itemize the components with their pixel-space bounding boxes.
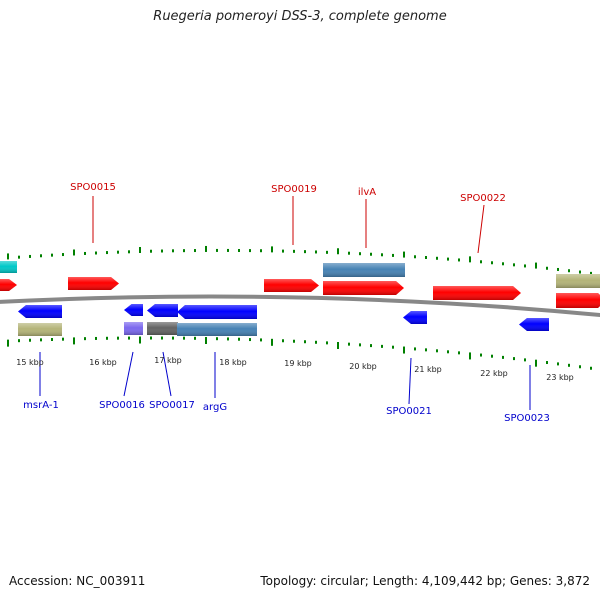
forward-gene-arrow [68, 277, 119, 290]
gene-features [0, 261, 600, 336]
scale-labels: 15 kbp 16 kbp 17 kbp 18 kbp 19 kbp 20 kbp 21 k… [16, 356, 574, 382]
gene-label-bottom: SPO0021 [386, 406, 432, 417]
gene-label-top: SPO0019 [271, 184, 317, 195]
map-title: Ruegeria pomeroyi DSS-3, complete genome [153, 9, 447, 24]
reverse-gene-arrow [147, 304, 178, 317]
scale-label: 18 kbp [219, 358, 247, 367]
top-tick-row [7, 245, 592, 275]
scale-label: 22 kbp [480, 369, 508, 378]
forward-gene-arrow [323, 281, 404, 295]
label-leader-lines [39, 196, 531, 410]
feature-block [18, 323, 62, 336]
feature-block [124, 322, 143, 335]
forward-gene-arrow [264, 279, 319, 292]
reverse-gene-arrow [18, 305, 62, 318]
scale-label: 19 kbp [284, 359, 312, 368]
bottom-tick-row [7, 336, 592, 370]
forward-gene-arrow [556, 293, 600, 308]
scale-label: 15 kbp [16, 358, 44, 367]
gene-label-bottom: argG [203, 402, 227, 413]
gene-label-top: SPO0015 [70, 182, 116, 193]
scale-label: 20 kbp [349, 362, 377, 371]
feature-block [0, 261, 17, 273]
accession-text: Accession: NC_003911 [9, 574, 146, 588]
reverse-gene-arrow [403, 311, 427, 324]
reverse-gene-arrow [177, 305, 257, 319]
genome-backbone [0, 294, 600, 318]
scale-label: 17 kbp [154, 356, 182, 365]
reverse-gene-arrow [124, 304, 143, 316]
scale-label: 21 kbp [414, 365, 442, 374]
leader-line [123, 351, 134, 397]
feature-block [147, 322, 178, 335]
leader-line [408, 357, 412, 405]
feature-block [323, 263, 405, 277]
forward-gene-arrow [0, 279, 17, 291]
gene-labels: SPO0015 SPO0019 ilvA SPO0022 msrA-1 SPO0016 SP… [23, 182, 550, 424]
forward-gene-arrow [433, 286, 521, 300]
gene-label-bottom: SPO0023 [504, 413, 550, 424]
gene-label-bottom: msrA-1 [23, 400, 59, 411]
scale-label: 23 kbp [546, 373, 574, 382]
gene-label-top: ilvA [358, 187, 376, 198]
leader-line [162, 351, 172, 397]
leader-line [477, 204, 485, 254]
reverse-gene-arrow [519, 318, 549, 331]
gene-label-bottom: SPO0017 [149, 400, 195, 411]
scale-label: 16 kbp [89, 358, 117, 367]
gene-label-bottom: SPO0016 [99, 400, 145, 411]
gene-label-top: SPO0022 [460, 193, 506, 204]
feature-block [177, 323, 257, 336]
genome-summary-text: Topology: circular; Length: 4,109,442 bp… [260, 574, 590, 588]
feature-block [556, 274, 600, 288]
